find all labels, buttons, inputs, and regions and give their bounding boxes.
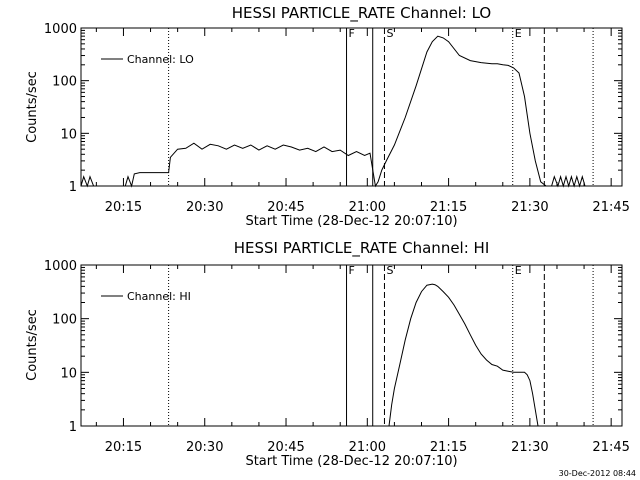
- x-tick-label: 21:15: [430, 200, 467, 215]
- x-tick-label: 21:45: [592, 440, 629, 455]
- series-line-channel-hi: [388, 283, 539, 427]
- x-tick-label: 20:45: [267, 200, 304, 215]
- event-marker-label: S: [386, 264, 393, 277]
- y-axis-label: Counts/sec: [25, 71, 40, 143]
- chart-panel-1: HESSI PARTICLE_RATE Channel: LO 1 10 100 100…: [25, 4, 630, 229]
- x-tick-label: 20:30: [186, 440, 223, 455]
- y-tick-label: 10: [60, 127, 77, 142]
- chart-title: HESSI PARTICLE_RATE Channel: LO: [232, 4, 491, 23]
- y-tick-label: 1: [69, 420, 77, 435]
- x-tick-label: 21:00: [349, 200, 386, 215]
- chart-title: HESSI PARTICLE_RATE Channel: HI: [234, 239, 490, 258]
- legend-entry: Channel: HI: [127, 290, 191, 303]
- y-tick-label: 100: [52, 75, 77, 90]
- series-line-channel-lo: [80, 35, 586, 188]
- y-tick-label: 100: [52, 313, 77, 328]
- x-tick-label: 20:45: [267, 440, 304, 455]
- x-axis-label: Start Time (28-Dec-12 20:07:10): [245, 214, 457, 229]
- x-tick-label: 20:15: [105, 200, 142, 215]
- x-tick-label: 21:30: [511, 440, 548, 455]
- event-marker-label: E: [515, 264, 522, 277]
- event-marker-label: S: [386, 27, 393, 40]
- y-axis-label: Counts/sec: [25, 309, 40, 381]
- x-tick-label: 20:15: [105, 440, 142, 455]
- x-tick-label: 21:15: [430, 440, 467, 455]
- plot-frame: [80, 264, 623, 427]
- event-marker-label: F: [349, 264, 355, 277]
- x-tick-label: 21:00: [349, 440, 386, 455]
- legend-entry: Channel: LO: [127, 53, 194, 66]
- plot-frame: [80, 27, 623, 187]
- event-marker-label: F: [349, 27, 355, 40]
- event-marker-label: E: [515, 27, 522, 40]
- timestamp-label: 30-Dec-2012 08:44: [559, 469, 636, 478]
- x-tick-label: 21:30: [511, 200, 548, 215]
- y-tick-label: 1: [69, 180, 77, 195]
- x-axis-label: Start Time (28-Dec-12 20:07:10): [245, 454, 457, 469]
- chart-panel-2: HESSI PARTICLE_RATE Channel: HI 1 10 100 100…: [25, 239, 630, 469]
- x-tick-label: 21:45: [592, 200, 629, 215]
- y-tick-label: 1000: [44, 22, 77, 37]
- x-tick-label: 20:30: [186, 200, 223, 215]
- y-tick-label: 1000: [44, 259, 77, 274]
- y-tick-label: 10: [60, 366, 77, 381]
